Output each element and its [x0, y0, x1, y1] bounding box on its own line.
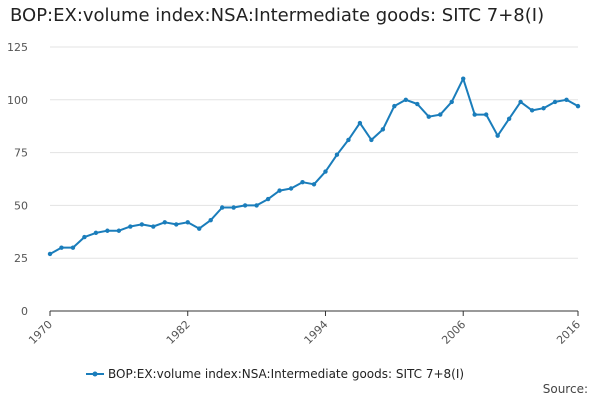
series-layer	[47, 76, 581, 257]
data-point	[552, 99, 558, 105]
x-tick-label: 1970	[26, 318, 55, 347]
data-point	[438, 112, 443, 117]
data-point	[415, 101, 420, 107]
data-point	[300, 179, 305, 185]
data-point	[139, 222, 145, 227]
x-tick-label: 2016	[554, 318, 583, 347]
data-point	[231, 205, 236, 210]
chart-title: BOP:EX:volume index:NSA:Intermediate goo…	[10, 5, 545, 26]
data-point	[575, 103, 581, 109]
data-point	[197, 226, 202, 231]
data-point	[128, 224, 133, 229]
data-point	[541, 106, 546, 111]
y-tick-label: 0	[21, 305, 28, 318]
legend-marker	[92, 371, 98, 377]
data-point	[472, 112, 477, 117]
data-point	[449, 99, 454, 105]
data-point	[70, 245, 76, 250]
data-point	[277, 188, 282, 193]
y-tick-label: 25	[14, 252, 28, 265]
source-label: Source:	[542, 382, 588, 396]
data-point	[334, 152, 340, 157]
y-tick-label: 75	[14, 147, 28, 160]
data-point	[403, 97, 409, 103]
legend: BOP:EX:volume index:NSA:Intermediate goo…	[86, 367, 464, 381]
data-point	[93, 230, 99, 236]
y-tick-label: 50	[14, 199, 28, 212]
data-point	[254, 203, 259, 208]
data-point	[495, 133, 500, 138]
x-tick-label: 2006	[439, 318, 468, 347]
axes: 0 25 50 75 100 125 1970 1982 1994 2006 2016	[7, 41, 583, 347]
y-tick-label: 125	[7, 41, 28, 54]
data-point	[105, 228, 110, 233]
data-point	[174, 222, 179, 227]
data-point	[346, 137, 351, 143]
data-point	[369, 137, 374, 143]
data-point	[357, 120, 363, 126]
x-tick-label: 1994	[302, 318, 331, 347]
data-point	[47, 251, 53, 257]
data-point	[564, 97, 569, 103]
y-tick-label: 100	[7, 94, 28, 107]
data-point	[208, 217, 213, 223]
data-point	[151, 224, 156, 229]
legend-label: BOP:EX:volume index:NSA:Intermediate goo…	[108, 367, 464, 381]
data-point	[82, 234, 87, 240]
data-point	[116, 228, 122, 233]
data-point	[323, 169, 328, 174]
data-point	[59, 245, 64, 250]
grid-lines	[50, 46, 578, 259]
data-point	[219, 205, 225, 210]
data-point	[529, 108, 535, 113]
data-point	[506, 116, 512, 122]
data-point	[518, 99, 523, 105]
data-point	[288, 186, 294, 191]
data-point	[242, 203, 248, 208]
data-point	[185, 220, 190, 225]
data-point	[461, 76, 466, 81]
data-point	[426, 114, 431, 119]
data-point	[483, 112, 489, 117]
data-point	[265, 196, 271, 202]
data-point	[380, 127, 386, 132]
data-point	[392, 103, 397, 109]
data-point	[162, 220, 167, 225]
data-point	[311, 182, 317, 187]
x-tick-label: 1982	[164, 318, 193, 347]
